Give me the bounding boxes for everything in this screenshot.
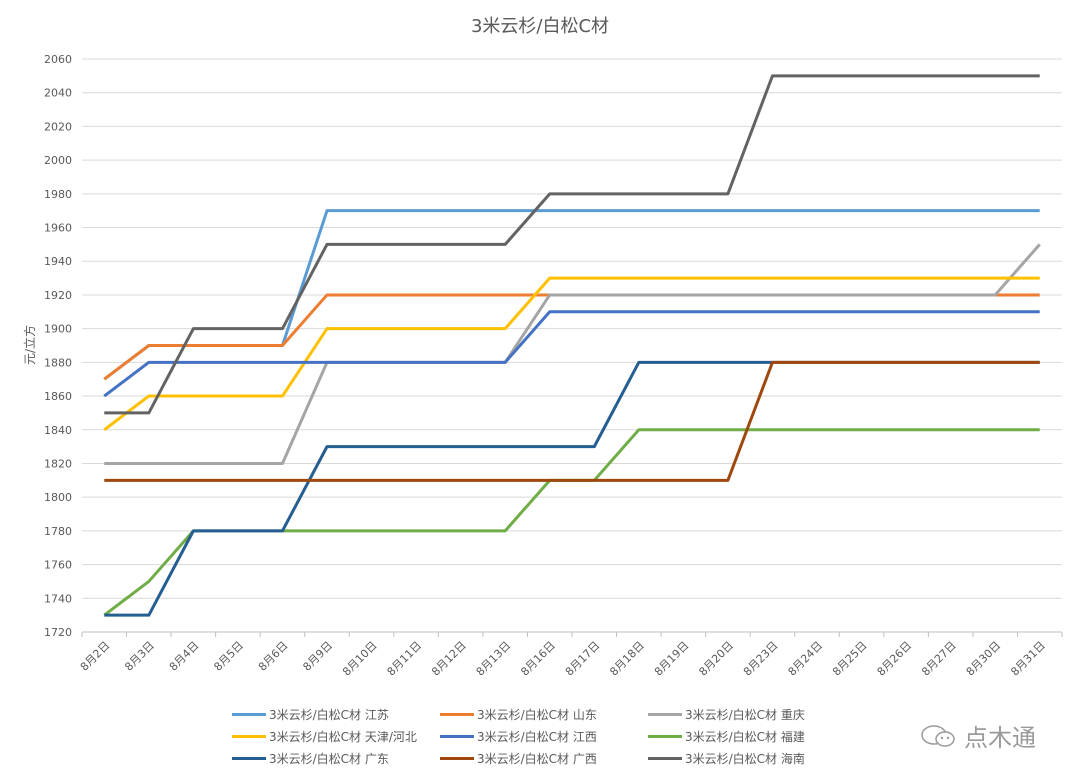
legend-label: 3米云杉/白松C材 江苏 <box>269 707 389 722</box>
x-tick-label: 8月3日 <box>122 639 157 674</box>
y-tick-label: 1720 <box>44 626 72 639</box>
y-tick-label: 2040 <box>44 87 72 100</box>
legend-item: 3米云杉/白松C材 海南 <box>648 748 856 768</box>
legend-swatch <box>648 734 682 738</box>
x-tick-label: 8月5日 <box>211 639 246 674</box>
y-tick-label: 1980 <box>44 188 72 201</box>
y-tick-label: 1920 <box>44 289 72 302</box>
y-tick-label: 1960 <box>44 222 72 235</box>
x-tick-label: 8月20日 <box>696 639 736 679</box>
series-line-3 <box>103 276 1040 431</box>
series-line-2 <box>104 243 1041 465</box>
y-tick-label: 1780 <box>44 525 72 538</box>
y-tick-label: 2000 <box>44 154 72 167</box>
x-tick-label: 8月27日 <box>919 639 959 679</box>
x-tick-label: 8月19日 <box>652 639 692 679</box>
wechat-icon <box>921 724 955 747</box>
series-line-8 <box>104 74 1040 415</box>
x-tick-label: 8月17日 <box>563 639 603 679</box>
y-tick-label: 2060 <box>44 53 72 66</box>
legend-item: 3米云杉/白松C材 广西 <box>440 748 648 768</box>
legend-item: 3米云杉/白松C材 天津/河北 <box>232 726 440 746</box>
legend-item: 3米云杉/白松C材 江西 <box>440 726 648 746</box>
x-tick-label: 8月2日 <box>78 639 113 674</box>
series-line-1 <box>103 293 1040 381</box>
series-line-7 <box>104 360 1040 482</box>
y-tick-label: 1860 <box>44 390 72 403</box>
legend-item: 3米云杉/白松C材 重庆 <box>648 704 856 724</box>
legend-item: 3米云杉/白松C材 山东 <box>440 704 648 724</box>
series-line-6 <box>104 360 1040 617</box>
legend-item: 3米云杉/白松C材 江苏 <box>232 704 440 724</box>
watermark-text: 点木通 <box>964 724 1036 752</box>
x-tick-label: 8月30日 <box>964 639 1004 679</box>
legend-label: 3米云杉/白松C材 广东 <box>269 751 389 766</box>
series-line-4 <box>103 310 1040 398</box>
x-tick-label: 8月6日 <box>256 639 291 674</box>
legend-swatch <box>648 756 682 760</box>
x-tick-label: 8月26日 <box>875 639 915 679</box>
series-line-5 <box>103 428 1040 617</box>
legend-label: 3米云杉/白松C材 海南 <box>685 751 805 766</box>
legend-swatch <box>648 712 682 716</box>
legend-label: 3米云杉/白松C材 天津/河北 <box>269 729 417 744</box>
y-tick-label: 1880 <box>44 356 72 369</box>
legend-label: 3米云杉/白松C材 重庆 <box>685 707 805 722</box>
y-tick-label: 1940 <box>44 255 72 268</box>
chart-title: 3米云杉/白松C材 <box>471 16 609 37</box>
legend-item: 3米云杉/白松C材 福建 <box>648 726 856 746</box>
legend-swatch <box>440 734 474 738</box>
legend-swatch <box>232 712 266 716</box>
legend-label: 3米云杉/白松C材 江西 <box>477 729 597 744</box>
y-tick-label: 1740 <box>44 592 72 605</box>
x-tick-label: 8月12日 <box>429 639 469 679</box>
legend-swatch <box>232 756 266 760</box>
legend-label: 3米云杉/白松C材 山东 <box>477 707 597 722</box>
x-tick-label: 8月4日 <box>167 639 202 674</box>
x-tick-label: 8月11日 <box>385 639 425 679</box>
y-tick-label: 1820 <box>44 457 72 470</box>
legend-swatch <box>232 734 266 738</box>
y-tick-label: 1840 <box>44 424 72 437</box>
legend-swatch <box>440 756 474 760</box>
x-tick-label: 8月25日 <box>830 639 870 679</box>
y-tick-label: 1800 <box>44 491 72 504</box>
x-tick-label: 8月10日 <box>340 639 380 679</box>
x-tick-label: 8月16日 <box>518 639 558 679</box>
y-tick-label: 2020 <box>44 120 72 133</box>
y-axis-label: 元/立方 <box>22 325 37 365</box>
legend-swatch <box>440 712 474 716</box>
x-tick-label: 8月18日 <box>607 639 647 679</box>
y-tick-label: 1900 <box>44 323 72 336</box>
legend-label: 3米云杉/白松C材 福建 <box>685 729 805 744</box>
watermark: 点木通 <box>920 718 1036 753</box>
x-tick-label: 8月9日 <box>300 639 335 674</box>
y-tick-label: 1760 <box>44 559 72 572</box>
legend: 3米云杉/白松C材 江苏 3米云杉/白松C材 山东 3米云杉/白松C材 重庆 3米云杉… <box>232 704 856 768</box>
x-tick-label: 8月24日 <box>786 639 826 679</box>
legend-item: 3米云杉/白松C材 广东 <box>232 748 440 768</box>
x-tick-label: 8月13日 <box>474 639 514 679</box>
legend-label: 3米云杉/白松C材 广西 <box>477 751 597 766</box>
x-tick-label: 8月23日 <box>741 639 781 679</box>
x-tick-label: 8月31日 <box>1008 639 1048 679</box>
